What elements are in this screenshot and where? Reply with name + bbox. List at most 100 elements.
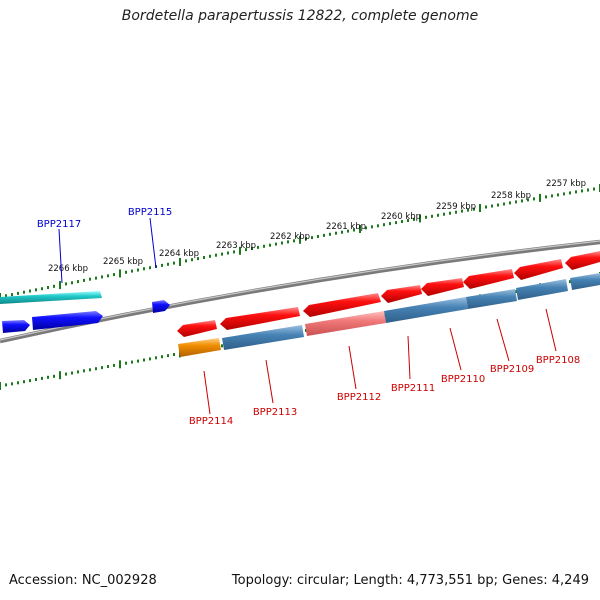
outer-minor-tick	[113, 273, 115, 277]
inner-minor-tick	[71, 371, 73, 375]
tick-label: 2264 kbp	[159, 249, 199, 259]
inner-minor-tick	[173, 353, 175, 356]
inner-minor-tick	[569, 280, 571, 284]
outer-minor-tick	[173, 261, 175, 265]
outer-minor-tick	[527, 198, 529, 202]
feature-orange[interactable]	[178, 338, 221, 357]
inner-minor-tick	[77, 370, 79, 374]
tick-label: 2266 kbp	[48, 264, 88, 274]
map-title: Bordetella parapertussis 12822, complete…	[121, 8, 479, 24]
feature-steel-b[interactable]	[384, 297, 468, 323]
leader-bpp2114	[203, 370, 211, 415]
outer-minor-tick	[35, 288, 37, 292]
outer-major-tick	[179, 258, 181, 266]
outer-minor-tick	[233, 250, 235, 254]
outer-minor-tick	[89, 277, 91, 281]
cds-reverse-bpp2108[interactable]	[514, 259, 563, 280]
tick-label: 2263 kbp	[216, 241, 256, 251]
outer-minor-tick	[569, 191, 571, 195]
inner-minor-tick	[101, 366, 103, 370]
cds-reverse-bpp2109[interactable]	[463, 269, 514, 289]
cds-forward-bpp2115[interactable]	[152, 300, 170, 313]
feature-steel-e[interactable]	[570, 273, 600, 290]
outer-major-tick	[419, 214, 421, 223]
outer-minor-tick	[485, 205, 487, 209]
cds-reverse-bpp2114[interactable]	[177, 320, 217, 337]
outer-minor-tick	[47, 286, 49, 289]
label-bpp2112[interactable]: BPP2112	[337, 392, 381, 403]
cds-reverse-bpp2112[interactable]	[303, 293, 381, 317]
outer-minor-tick	[83, 278, 85, 282]
leader-bpp2115	[149, 217, 157, 269]
outer-minor-tick	[161, 263, 163, 267]
label-bpp2108[interactable]: BPP2108	[536, 355, 580, 366]
cds-reverse-bpp2111[interactable]	[381, 285, 422, 303]
outer-minor-tick	[41, 287, 43, 291]
label-bpp2117[interactable]: BPP2117	[37, 219, 81, 230]
outer-minor-tick	[245, 248, 247, 252]
cds-reverse-bpp2107[interactable]	[565, 251, 600, 270]
outer-minor-tick	[287, 240, 289, 244]
leader-bpp2108	[545, 308, 557, 352]
tick-label: 2259 kbp	[436, 202, 476, 212]
outer-minor-tick	[515, 200, 517, 204]
outer-minor-tick	[413, 217, 415, 221]
label-bpp2115[interactable]: BPP2115	[128, 207, 172, 218]
label-bpp2114[interactable]: BPP2114	[189, 416, 233, 427]
tick-label: 2257 kbp	[546, 179, 586, 189]
outer-minor-tick	[383, 223, 385, 227]
inner-minor-tick	[107, 365, 109, 368]
feature-steel-c[interactable]	[466, 289, 517, 309]
feature-steel-a[interactable]	[222, 325, 304, 350]
outer-minor-tick	[593, 187, 595, 191]
inner-minor-tick	[515, 290, 517, 294]
reverse-features-lower	[178, 273, 600, 357]
outer-minor-tick	[29, 289, 31, 293]
outer-major-tick	[299, 235, 301, 244]
outer-minor-tick	[431, 214, 433, 218]
label-bpp2109[interactable]: BPP2109	[490, 364, 534, 375]
feature-steel-d[interactable]	[516, 279, 568, 300]
cds-reverse-bpp2110[interactable]	[421, 278, 464, 296]
outer-minor-tick	[503, 202, 505, 206]
inner-minor-tick	[41, 376, 43, 380]
tick-label: 2260 kbp	[381, 212, 421, 222]
feature-pink[interactable]	[305, 311, 386, 336]
outer-minor-tick	[311, 236, 313, 240]
outer-minor-tick	[317, 235, 319, 238]
inner-minor-tick	[29, 379, 31, 383]
outer-minor-tick	[401, 220, 403, 223]
outer-minor-tick	[5, 294, 7, 298]
outer-minor-tick	[461, 209, 463, 213]
inner-minor-tick	[149, 357, 151, 361]
outer-minor-tick	[377, 224, 379, 228]
outer-minor-tick	[557, 193, 559, 197]
outer-minor-tick	[107, 274, 109, 278]
outer-minor-tick	[467, 208, 469, 212]
inner-major-tick	[119, 360, 121, 369]
outer-minor-tick	[131, 269, 133, 273]
outer-major-tick	[539, 193, 541, 202]
cds-forward-bpp2116[interactable]	[32, 311, 103, 330]
reverse-features-upper	[177, 251, 600, 337]
label-bpp2111[interactable]: BPP2111	[391, 383, 435, 394]
feature-cyan[interactable]	[0, 291, 102, 304]
tick-labels: 2257 kbp 2258 kbp 2259 kbp 2260 kbp 2261 kbp…	[48, 179, 586, 274]
label-bpp2110[interactable]: BPP2110	[441, 374, 485, 385]
outer-minor-tick	[269, 243, 271, 247]
label-bpp2113[interactable]: BPP2113	[253, 407, 297, 418]
outer-minor-tick	[497, 203, 499, 207]
outer-minor-tick	[551, 194, 553, 198]
outer-minor-tick	[581, 189, 583, 193]
cds-forward-bpp2117[interactable]	[2, 320, 30, 333]
inner-minor-tick	[95, 367, 97, 371]
outer-minor-tick	[95, 276, 97, 280]
outer-minor-tick	[137, 268, 139, 272]
outer-minor-tick	[449, 211, 451, 215]
inner-major-tick	[0, 382, 1, 390]
outer-minor-tick	[149, 266, 151, 270]
cds-reverse-bpp2113[interactable]	[220, 307, 300, 330]
inner-minor-tick	[305, 328, 307, 332]
outer-minor-tick	[251, 247, 253, 250]
inner-minor-tick	[143, 358, 145, 362]
